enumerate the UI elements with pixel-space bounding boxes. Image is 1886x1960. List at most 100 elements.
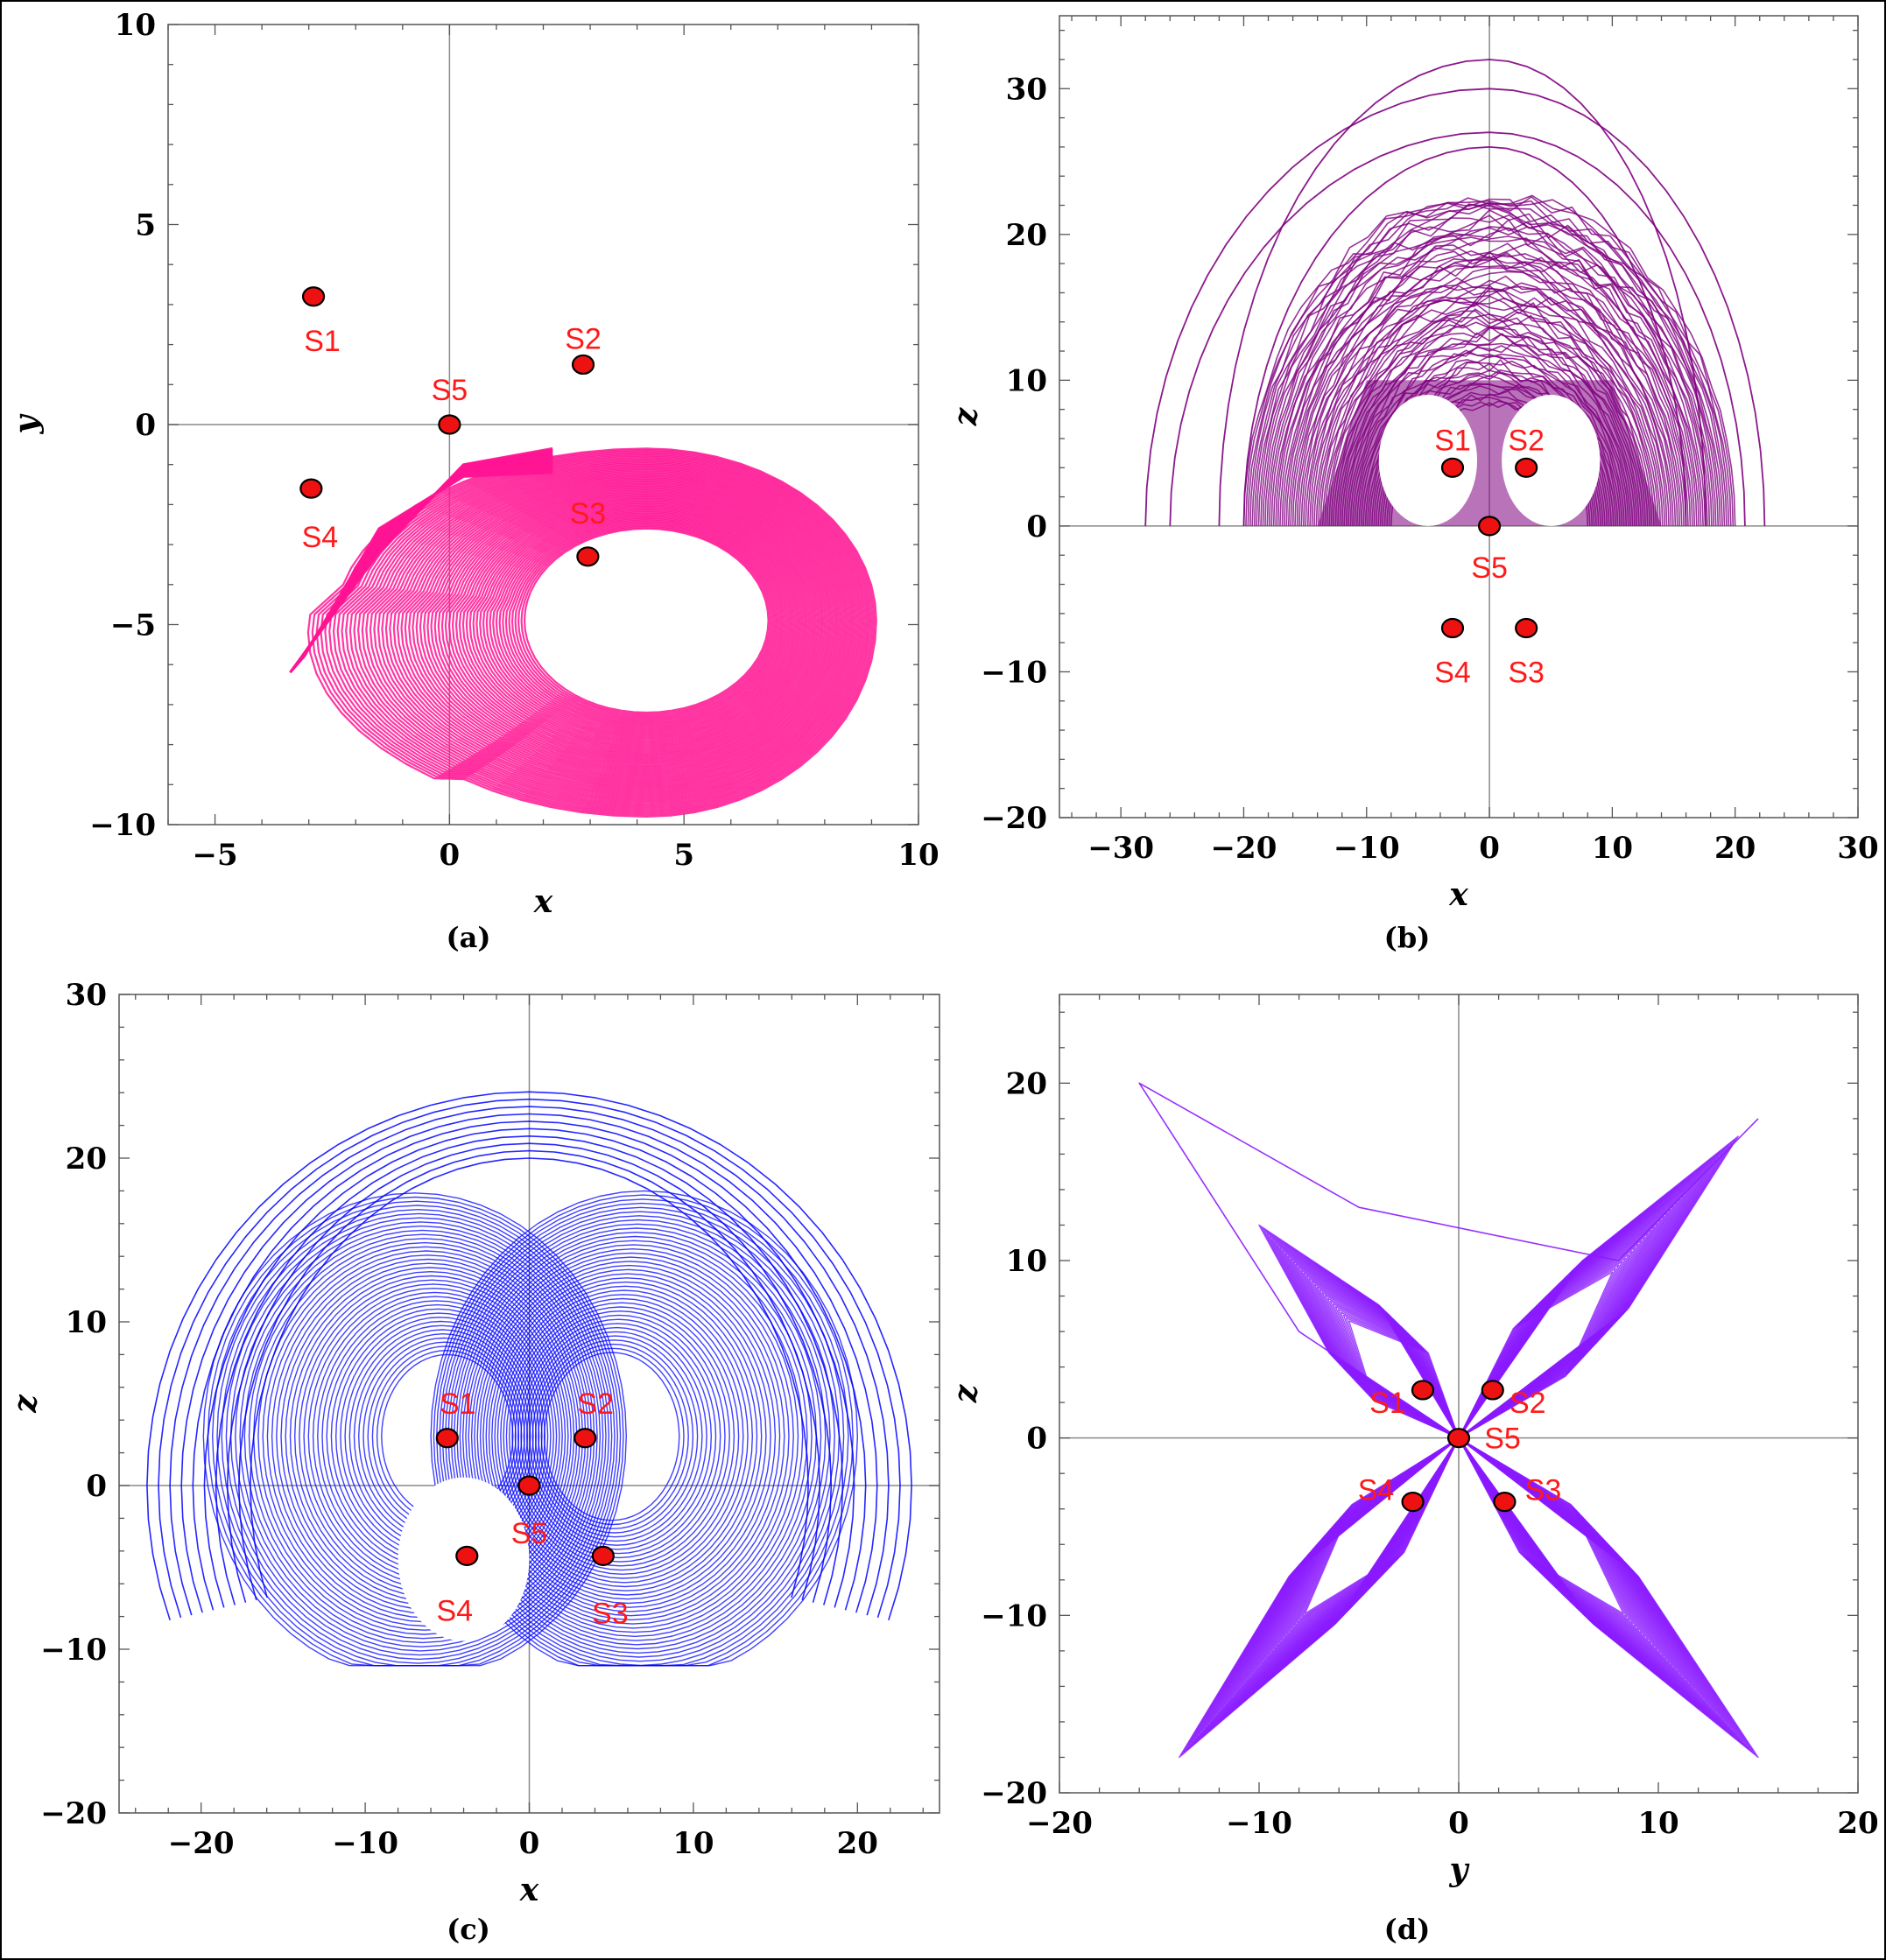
x-tick-label: 5 [673, 838, 694, 873]
x-tick-label: −5 [192, 838, 237, 873]
equilibrium-label: S1 [1369, 1387, 1406, 1420]
equilibrium-label: S3 [1508, 656, 1545, 689]
equilibrium-label: S5 [1484, 1423, 1521, 1456]
equilibrium-point-s5 [1477, 516, 1502, 537]
equilibrium-point-s5 [517, 1475, 541, 1496]
x-axis-title: y [1449, 1851, 1470, 1888]
x-tick-label: 0 [440, 838, 461, 873]
x-tick-label: 0 [1479, 831, 1500, 866]
x-tick-label: 10 [1637, 1806, 1678, 1841]
y-tick-label: 20 [1006, 1066, 1047, 1101]
panel-a: −5 0 5 10 −10 −5 0 5 10 x y (a) S1 S2 S3 S4 S5 [8, 8, 939, 954]
equilibrium-label: S4 [1358, 1474, 1395, 1507]
y-tick-label: −5 [110, 608, 156, 643]
y-tick-label: −10 [40, 1633, 107, 1668]
y-tick-label: −10 [981, 655, 1047, 690]
y-tick-label: 20 [66, 1142, 107, 1177]
x-tick-label: −10 [1334, 831, 1400, 866]
y-tick-label: −10 [981, 1598, 1047, 1633]
equilibrium-label: S1 [1434, 424, 1471, 457]
y-tick-label: 0 [135, 408, 156, 443]
y-axis-title: z [947, 1383, 984, 1403]
equilibrium-point-s3 [576, 546, 600, 567]
x-tick-label: −30 [1087, 831, 1154, 866]
equilibrium-label: S2 [1508, 424, 1545, 457]
equilibrium-point-s3 [1493, 1492, 1517, 1513]
equilibrium-point-s1 [1411, 1380, 1435, 1401]
y-tick-label: −20 [981, 801, 1047, 836]
equilibrium-label: S4 [1434, 656, 1471, 689]
x-axis-title: x [533, 883, 553, 920]
equilibrium-point-s1 [435, 1428, 459, 1449]
panel-b: −30 −20 −10 0 10 20 30 −20 −10 0 10 20 30 x z (b) S1 S2 S3… [947, 15, 1879, 954]
equilibrium-point-s3 [591, 1545, 615, 1567]
x-axis-title: x [519, 1872, 539, 1908]
attractor-trajectory [289, 446, 877, 818]
equilibrium-point-s2 [1515, 457, 1538, 478]
y-tick-label: 0 [1026, 509, 1047, 544]
equilibrium-label: S2 [565, 322, 602, 355]
x-tick-label: 20 [1714, 831, 1756, 866]
y-tick-label: 10 [1006, 363, 1047, 398]
attractor-trajectory [1144, 59, 1766, 526]
x-tick-label: 20 [837, 1826, 878, 1861]
equilibrium-label: S1 [440, 1387, 476, 1421]
equilibrium-point-s4 [299, 478, 323, 499]
y-axis-title: y [8, 413, 45, 434]
panel-caption: (b) [1384, 921, 1431, 954]
equilibrium-label: S3 [570, 497, 607, 530]
x-tick-label: 30 [1837, 831, 1878, 866]
x-tick-label: 0 [519, 1826, 540, 1861]
panel-d: −20 −10 0 10 20 −20 −10 0 10 20 y z (d) S1 S2 S3 S4 S5 [947, 994, 1879, 1946]
equilibrium-point-s4 [1401, 1492, 1425, 1513]
equilibrium-label: S2 [577, 1387, 614, 1421]
y-tick-label: −10 [89, 808, 156, 843]
equilibrium-label: S2 [1510, 1387, 1546, 1420]
attractor-trajectory [146, 1091, 912, 1667]
x-axis-title: x [1448, 876, 1468, 913]
y-tick-label: −20 [981, 1776, 1047, 1811]
x-tick-label: 10 [897, 838, 939, 873]
x-tick-label: 20 [1837, 1806, 1878, 1841]
y-tick-label: 0 [86, 1469, 107, 1504]
y-tick-label: 30 [1006, 72, 1047, 107]
y-tick-label: 0 [1026, 1422, 1047, 1457]
equilibrium-point-s4 [455, 1545, 479, 1567]
panel-c: −20 −10 0 10 20 −20 −10 0 10 20 30 x z (c) S1 S2 S3 S4 S5 [7, 978, 940, 1946]
equilibrium-label: S3 [1525, 1474, 1562, 1507]
equilibrium-point-s2 [571, 354, 595, 376]
y-tick-label: 5 [135, 208, 156, 243]
y-tick-label: −20 [40, 1796, 107, 1831]
x-tick-label: −10 [332, 1826, 398, 1861]
equilibrium-point-s2 [574, 1428, 597, 1449]
equilibrium-point-s5 [438, 414, 461, 435]
x-tick-label: −10 [1226, 1806, 1292, 1841]
equilibrium-point-s3 [1515, 617, 1538, 639]
panel-caption: (a) [446, 921, 490, 954]
equilibrium-point-s5 [1446, 1428, 1471, 1449]
y-tick-label: 20 [1006, 218, 1047, 253]
equilibrium-label: S4 [302, 521, 339, 554]
attractor-trajectory [1138, 1082, 1759, 1759]
equilibrium-label: S5 [511, 1517, 548, 1550]
y-tick-label: 10 [115, 8, 156, 43]
x-tick-label: 10 [672, 1826, 714, 1861]
x-tick-label: −20 [1211, 831, 1277, 866]
panel-caption: (c) [447, 1913, 490, 1946]
y-tick-label: 30 [66, 978, 107, 1013]
equilibrium-label: S3 [592, 1597, 629, 1630]
y-axis-title: z [7, 1394, 44, 1414]
equilibrium-point-s1 [1440, 457, 1465, 478]
y-tick-label: 10 [1006, 1244, 1047, 1279]
equilibrium-label: S1 [304, 325, 341, 358]
equilibrium-label: S5 [432, 374, 468, 407]
y-axis-title: z [947, 406, 984, 426]
equilibrium-point-s1 [301, 286, 326, 307]
x-tick-label: 10 [1592, 831, 1633, 866]
equilibrium-label: S5 [1471, 551, 1508, 585]
x-tick-label: −20 [1026, 1806, 1093, 1841]
y-tick-label: 10 [66, 1305, 107, 1340]
equilibrium-label: S4 [436, 1594, 473, 1627]
